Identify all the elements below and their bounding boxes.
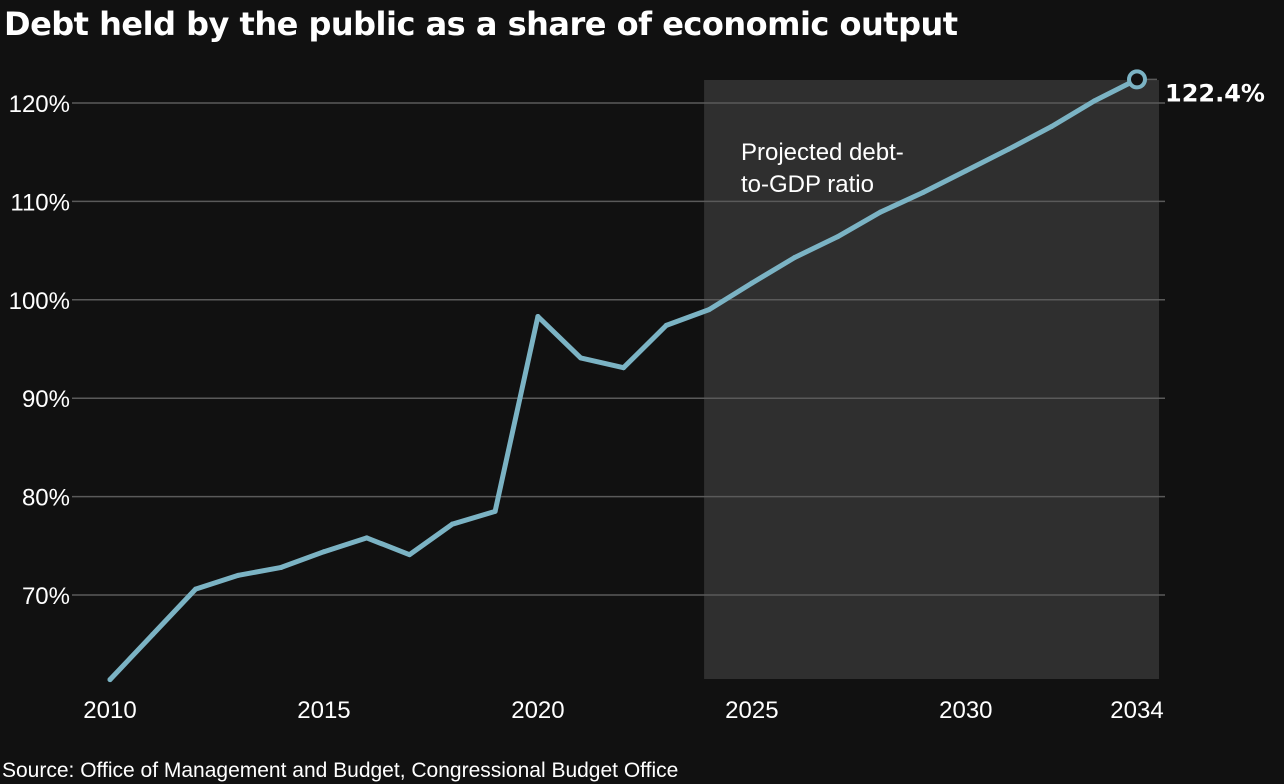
gridlines xyxy=(72,102,1165,596)
data-point xyxy=(150,631,156,637)
data-point xyxy=(449,521,455,527)
data-point xyxy=(749,280,755,286)
y-tick-label: 100% xyxy=(9,288,70,315)
data-point xyxy=(364,535,370,541)
x-axis-ticks: 2010 2015 2020 2025 2030 2034 xyxy=(83,697,1163,724)
data-point xyxy=(792,254,798,260)
source-note: Source: Office of Management and Budget,… xyxy=(2,759,679,782)
data-point xyxy=(235,572,241,578)
projection-annotation: Projected debt- to-GDP ratio xyxy=(741,139,910,198)
x-tick-label: 2034 xyxy=(1110,697,1163,724)
data-point xyxy=(321,549,327,555)
data-point xyxy=(407,552,413,558)
end-point-marker xyxy=(1127,69,1147,90)
y-tick-label: 80% xyxy=(22,485,70,512)
y-tick-label: 120% xyxy=(9,91,70,118)
data-point xyxy=(621,365,626,371)
x-tick-label: 2025 xyxy=(725,697,778,724)
end-value-label: 122.4% xyxy=(1165,79,1265,107)
data-point xyxy=(663,322,669,328)
data-point xyxy=(278,564,284,570)
y-tick-label: 90% xyxy=(22,386,70,413)
y-axis-ticks: 70% 80% 90% 100% 110% 120% xyxy=(9,91,70,610)
x-tick-label: 2030 xyxy=(939,697,992,724)
data-point xyxy=(877,209,883,215)
data-point xyxy=(193,586,199,592)
y-tick-label: 110% xyxy=(10,189,70,216)
x-tick-label: 2020 xyxy=(511,697,564,724)
data-point xyxy=(535,314,541,320)
x-tick-label: 2015 xyxy=(297,697,350,724)
y-tick-label: 70% xyxy=(22,583,70,610)
x-tick-label: 2010 xyxy=(83,697,136,724)
projection-annotation-line-1: Projected debt- xyxy=(741,139,904,166)
data-point xyxy=(834,234,840,240)
data-point xyxy=(706,307,712,313)
data-points xyxy=(107,76,1140,683)
data-point xyxy=(1091,98,1097,104)
chart-title: Debt held by the public as a share of ec… xyxy=(4,5,958,43)
data-point xyxy=(578,355,584,361)
data-point xyxy=(920,190,926,196)
projection-annotation-line-2: to-GDP ratio xyxy=(741,171,874,198)
data-point xyxy=(107,677,113,683)
data-point xyxy=(492,508,498,514)
data-point xyxy=(1006,146,1012,152)
data-point xyxy=(1048,124,1054,130)
projection-band xyxy=(704,80,1159,679)
data-point xyxy=(963,168,969,174)
